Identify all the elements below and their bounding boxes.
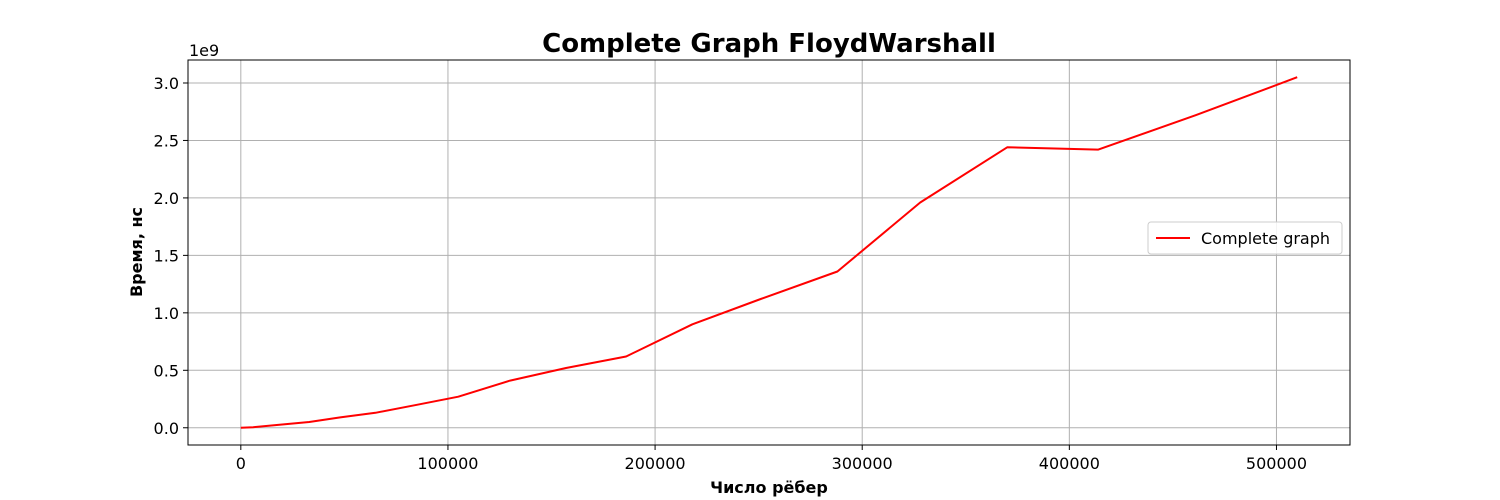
x-tick-label: 100000: [417, 454, 478, 473]
y-tick-label: 0.5: [154, 361, 179, 380]
plot-area-frame: [187, 59, 1351, 446]
y-tick-label: 2.0: [154, 189, 179, 208]
y-offset-label: 1e9: [189, 41, 219, 60]
series-line: [240, 76, 1298, 429]
y-tick-label: 2.5: [154, 131, 179, 150]
y-tick-label: 1.5: [154, 246, 179, 265]
x-tick-label: 0: [236, 454, 246, 473]
x-tick-label: 200000: [625, 454, 686, 473]
legend: Complete graph: [1147, 221, 1343, 255]
axis-ticks: 0 100000 200000 300000 400000 500000 0.0 0.5 1.0…: [154, 74, 1307, 473]
series-lines: [240, 76, 1298, 429]
y-axis-label: Время, нс: [127, 207, 146, 297]
x-axis-label: Число рёбер: [710, 478, 828, 497]
x-tick-label: 400000: [1039, 454, 1100, 473]
x-tick-label: 300000: [832, 454, 893, 473]
legend-box: [1147, 221, 1343, 255]
y-tick-label: 3.0: [154, 74, 179, 93]
x-tick-label: 500000: [1246, 454, 1307, 473]
legend-label: Complete graph: [1201, 229, 1330, 248]
y-tick-label: 0.0: [154, 419, 179, 438]
chart-title: Complete Graph FloydWarshall: [542, 29, 996, 59]
y-tick-label: 1.0: [154, 304, 179, 323]
